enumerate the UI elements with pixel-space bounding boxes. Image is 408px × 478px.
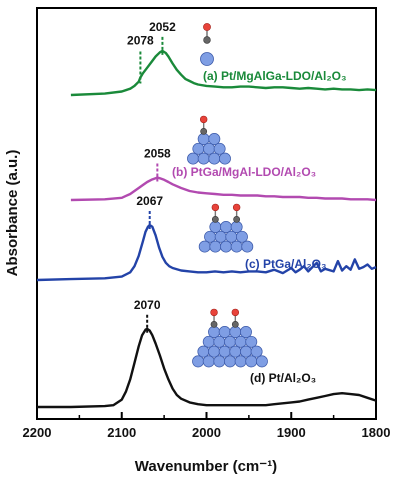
carbon-atom	[200, 127, 208, 135]
x-tick-label: 1800	[362, 425, 391, 440]
series-lines	[36, 49, 377, 409]
series-label-c: (c) PtGa/Al₂O₃	[245, 257, 327, 271]
adsorption-schematics	[187, 23, 268, 368]
metal-atom	[197, 345, 210, 358]
y-axis-label: Absorbance (a.u.)	[4, 150, 21, 277]
carbon-atom	[210, 320, 218, 328]
carbon-atom	[211, 215, 219, 223]
series-line	[37, 327, 377, 409]
metal-atom	[234, 335, 247, 348]
metal-atom	[209, 221, 222, 233]
metal-atom	[202, 355, 215, 368]
oxygen-atom	[199, 115, 208, 124]
metal-atom	[229, 326, 242, 338]
metal-atom	[241, 240, 254, 253]
metal-atom	[213, 142, 226, 155]
x-tick-label: 1900	[277, 425, 306, 440]
metal-atom	[230, 221, 243, 233]
metal-atom	[208, 152, 221, 165]
cluster-two-co-icon	[198, 203, 254, 253]
x-tick-label: 2100	[107, 425, 136, 440]
metal-atom	[197, 133, 210, 145]
metal-atom	[218, 345, 231, 358]
metal-atom	[250, 345, 263, 358]
metal-atom	[204, 230, 216, 243]
oxygen-atom	[210, 308, 218, 317]
metal-atom	[192, 142, 205, 155]
metal-atom	[230, 240, 243, 253]
metal-atom	[208, 326, 220, 338]
metal-atom	[213, 355, 226, 368]
small-cluster-co-icon	[187, 115, 231, 165]
peak-label: 2058	[144, 147, 171, 161]
metal-atom	[225, 230, 238, 243]
series-line	[36, 223, 377, 282]
metal-atom	[245, 355, 258, 368]
metal-atom	[198, 240, 211, 253]
x-tick-label: 2000	[192, 425, 221, 440]
metal-atom	[240, 345, 252, 358]
metal-atom	[220, 240, 232, 253]
metal-atom	[224, 355, 236, 368]
metal-atom	[245, 335, 258, 348]
carbon-atom	[231, 320, 239, 328]
oxygen-atom	[231, 308, 240, 317]
metal-atom	[240, 326, 252, 338]
metal-atom	[236, 230, 248, 243]
metal-atom	[209, 240, 222, 253]
x-axis-ticks: 2200 2100 2000 1900 1800	[23, 412, 391, 440]
metal-atom	[234, 355, 247, 368]
series-label-d: (d) Pt/Al₂O₃	[250, 371, 316, 385]
peak-label: 2070	[134, 298, 161, 312]
series-line	[70, 176, 377, 202]
carbon-atom	[233, 215, 241, 223]
metal-atom	[219, 152, 231, 165]
metal-atom	[218, 326, 231, 338]
x-tick-label: 2200	[23, 425, 52, 440]
oxygen-atom	[232, 203, 241, 212]
peak-label: 2067	[136, 194, 163, 208]
metal-atom	[224, 335, 236, 348]
metal-atom	[187, 152, 199, 165]
single-atom-co-icon	[200, 23, 214, 66]
oxygen-atom	[211, 203, 220, 212]
series-label-b: (b) PtGa/MgAl-LDO/Al₂O₃	[172, 165, 316, 179]
metal-atom	[208, 133, 221, 145]
metal-atom	[229, 345, 242, 358]
peak-label: 2078	[127, 34, 154, 48]
metal-atom	[255, 355, 268, 368]
metal-atom	[197, 152, 210, 165]
metal-atom	[213, 335, 226, 348]
metal-atom	[220, 221, 232, 233]
series-line	[70, 49, 377, 97]
metal-atom	[202, 335, 215, 348]
peak-label: 2052	[149, 20, 176, 34]
metal-atom	[192, 355, 205, 368]
metal-atom	[203, 142, 215, 155]
x-axis-label: Wavenumber (cm⁻¹)	[135, 458, 277, 475]
pyramid-cluster-two-co-icon	[192, 308, 268, 368]
metal-atom	[208, 345, 220, 358]
metal-atom	[214, 230, 227, 243]
series-label-a: (a) Pt/MgAlGa-LDO/Al₂O₃	[203, 69, 347, 83]
